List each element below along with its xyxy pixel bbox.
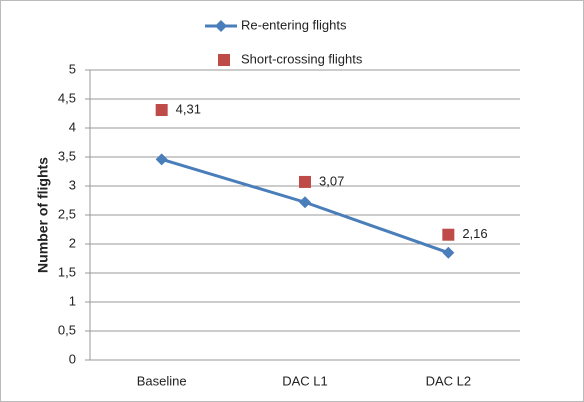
y-tick-label: 2,5: [58, 206, 76, 221]
square-marker: [155, 104, 168, 117]
square-marker: [299, 175, 311, 188]
data-label: 2,16: [462, 226, 487, 241]
y-tick-label: 4,5: [58, 90, 76, 105]
y-tick-label: 5: [69, 61, 76, 76]
x-tick-label: DAC L1: [282, 373, 328, 388]
y-tick-label: 1,5: [58, 264, 76, 279]
data-label: 4,31: [176, 101, 201, 116]
diamond-marker: [155, 153, 168, 166]
diamond-marker: [299, 196, 311, 209]
y-tick-label: 2: [69, 235, 76, 250]
diamond-marker: [215, 20, 227, 32]
x-tick-label: DAC L2: [426, 373, 472, 388]
y-tick-label: 0,5: [58, 322, 76, 337]
y-tick-label: 0: [69, 351, 76, 366]
y-tick-label: 4: [69, 119, 76, 134]
y-axis-label: Number of flights: [35, 157, 51, 273]
y-tick-label: 3: [69, 177, 76, 192]
y-tick-label: 3,5: [58, 148, 76, 163]
legend-label: Short-crossing flights: [241, 51, 363, 66]
square-marker: [442, 228, 455, 241]
data-label: 3,07: [319, 173, 344, 188]
legend-label: Re-entering flights: [241, 17, 347, 32]
x-tick-label: Baseline: [137, 373, 187, 388]
diamond-marker: [442, 246, 455, 259]
square-marker: [218, 54, 230, 66]
y-tick-label: 1: [69, 293, 76, 308]
